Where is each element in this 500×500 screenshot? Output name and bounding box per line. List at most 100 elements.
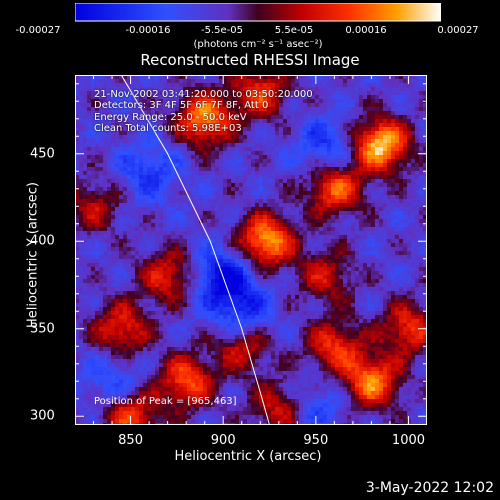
heatmap-cell — [207, 107, 212, 112]
heatmap-cell — [79, 111, 84, 116]
heatmap-cell — [259, 111, 264, 116]
heatmap-cell — [251, 239, 256, 244]
heatmap-cell — [259, 119, 264, 124]
heatmap-cell — [235, 163, 240, 168]
heatmap-cell — [335, 255, 340, 260]
heatmap-cell — [411, 163, 416, 168]
heatmap-cell — [163, 255, 168, 260]
heatmap-cell — [199, 91, 204, 96]
heatmap-cell — [79, 207, 84, 212]
heatmap-cell — [235, 119, 240, 124]
heatmap-cell — [243, 91, 248, 96]
heatmap-cell — [347, 107, 352, 112]
heatmap-cell — [251, 159, 256, 164]
heatmap-cell — [215, 159, 220, 164]
heatmap-cell — [323, 151, 328, 156]
heatmap-cell — [179, 107, 184, 112]
heatmap-cell — [403, 287, 408, 292]
heatmap-cell — [179, 183, 184, 188]
heatmap-cell — [259, 299, 264, 304]
heatmap-cell — [387, 127, 392, 132]
heatmap-cell — [291, 179, 296, 184]
heatmap-cell — [195, 75, 200, 80]
heatmap-cell — [335, 87, 340, 92]
heatmap-cell — [195, 211, 200, 216]
heatmap-cell — [323, 255, 328, 260]
heatmap-cell — [111, 291, 116, 296]
heatmap-cell — [207, 279, 212, 284]
heatmap-cell — [271, 299, 276, 304]
heatmap-cell — [267, 259, 272, 264]
heatmap-cell — [259, 275, 264, 280]
heatmap-cell — [419, 139, 424, 144]
heatmap-cell — [251, 179, 256, 184]
heatmap-cell — [383, 123, 388, 128]
heatmap-cell — [159, 183, 164, 188]
heatmap-cell — [223, 147, 228, 152]
heatmap-cell — [227, 235, 232, 240]
heatmap-cell — [111, 147, 116, 152]
heatmap-cell — [395, 151, 400, 156]
heatmap-cell — [383, 151, 388, 156]
heatmap-cell — [343, 155, 348, 160]
heatmap-cell — [423, 143, 427, 148]
heatmap-cell — [311, 79, 316, 84]
heatmap-cell — [211, 199, 216, 204]
heatmap-cell — [119, 291, 124, 296]
heatmap-cell — [155, 159, 160, 164]
heatmap-cell — [259, 207, 264, 212]
heatmap-cell — [123, 299, 128, 304]
heatmap-cell — [115, 231, 120, 236]
heatmap-cell — [107, 287, 112, 292]
heatmap-cell — [367, 199, 372, 204]
heatmap-cell — [91, 199, 96, 204]
heatmap-cell — [395, 239, 400, 244]
heatmap-cell — [411, 219, 416, 224]
heatmap-cell — [231, 267, 236, 272]
heatmap-cell — [391, 99, 396, 104]
heatmap-cell — [339, 255, 344, 260]
heatmap-cell — [323, 211, 328, 216]
heatmap-cell — [91, 99, 96, 104]
heatmap-cell — [151, 231, 156, 236]
heatmap-cell — [159, 163, 164, 168]
heatmap-cell — [107, 295, 112, 300]
heatmap-cell — [139, 131, 144, 136]
heatmap-cell — [123, 195, 128, 200]
heatmap-cell — [195, 107, 200, 112]
heatmap-cell — [291, 267, 296, 272]
heatmap-cell — [271, 123, 276, 128]
heatmap-cell — [351, 139, 356, 144]
heatmap-cell — [351, 259, 356, 264]
heatmap-cell — [207, 95, 212, 100]
heatmap-cell — [147, 227, 152, 232]
heatmap-cell — [339, 159, 344, 164]
heatmap-cell — [119, 183, 124, 188]
heatmap-cell — [315, 111, 320, 116]
heatmap-cell — [339, 107, 344, 112]
heatmap-cell — [91, 279, 96, 284]
heatmap-cell — [83, 279, 88, 284]
heatmap-cell — [151, 159, 156, 164]
heatmap-cell — [91, 215, 96, 220]
heatmap-cell — [287, 127, 292, 132]
heatmap-cell — [403, 187, 408, 192]
heatmap-cell — [391, 215, 396, 220]
heatmap-cell — [283, 151, 288, 156]
heatmap-cell — [391, 183, 396, 188]
heatmap-cell — [271, 191, 276, 196]
heatmap-cell — [387, 195, 392, 200]
heatmap-cell — [247, 155, 252, 160]
heatmap-cell — [339, 211, 344, 216]
heatmap-cell — [407, 235, 412, 240]
heatmap-cell — [235, 251, 240, 256]
heatmap-cell — [251, 171, 256, 176]
heatmap-cell — [199, 211, 204, 216]
heatmap-cell — [299, 231, 304, 236]
heatmap-cell — [315, 223, 320, 228]
heatmap-cell — [371, 163, 376, 168]
heatmap-cell — [75, 279, 80, 284]
heatmap-cell — [119, 187, 124, 192]
heatmap-cell — [259, 159, 264, 164]
heatmap-cell — [175, 103, 180, 108]
